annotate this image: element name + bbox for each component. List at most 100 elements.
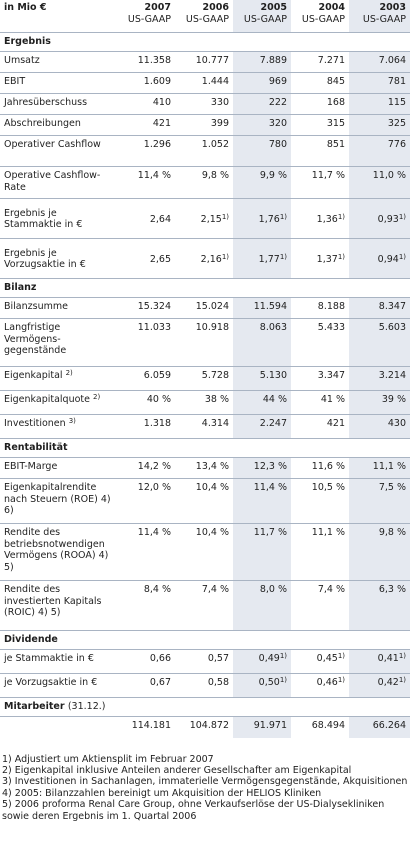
value: 5.728: [201, 370, 229, 381]
value-cell: 325: [349, 114, 410, 136]
value: 410: [152, 97, 171, 108]
footnote-ref: 1): [337, 253, 345, 262]
value: 11,7 %: [253, 527, 287, 538]
value-cell: 6,3 %: [349, 580, 410, 631]
value: 7.064: [378, 55, 406, 66]
value: 0,41: [377, 653, 399, 664]
value-cell: 7,5 %: [349, 478, 410, 524]
value-cell: 776: [349, 135, 410, 167]
footnote-ref: 1): [279, 652, 287, 660]
value-cell: 8.347: [349, 297, 410, 319]
value: 0,45: [316, 653, 338, 664]
value-cell: 0,57: [175, 649, 233, 674]
value-cell: 851: [291, 135, 349, 167]
table-row: EBIT 1.609 1.444 969 845 781: [0, 72, 410, 94]
section-header: Ergebnis: [0, 32, 410, 52]
value: 11.358: [137, 55, 171, 66]
value-cell: 430: [349, 414, 410, 439]
value: 12,0 %: [137, 482, 171, 493]
row-label: Abschreibungen: [4, 118, 81, 129]
table-row: je Vorzugsaktie in €0,67 0,58 0,501) 0,461)…: [0, 673, 410, 698]
value-cell: 11.033: [117, 318, 175, 367]
value: 0,93: [377, 214, 399, 226]
section-title: Dividende: [4, 634, 58, 646]
section-title: Rentabilität: [4, 442, 68, 454]
value: 5.130: [259, 370, 287, 381]
value: 4.314: [201, 418, 229, 429]
value-cell: 3.214: [349, 366, 410, 391]
table-row: Abschreibungen 421 399 320 315 325: [0, 114, 410, 136]
value-cell: 399: [175, 114, 233, 136]
value-cell: 11.358: [117, 51, 175, 73]
value: 11,6 %: [311, 461, 345, 472]
value-cell: 1,761): [233, 198, 291, 239]
footnote-ref: 1): [337, 652, 345, 660]
table-row: Investitionen 3) 1.318 4.314 2.247 421 430: [0, 414, 410, 439]
value: 6,3 %: [378, 584, 406, 595]
table-row: Jahresüberschuss 410 330 222 168 115: [0, 93, 410, 115]
value-cell: 4.314: [175, 414, 233, 439]
value: 781: [387, 76, 406, 87]
value-cell: 44 %: [233, 390, 291, 415]
value: 320: [268, 118, 287, 129]
footnote: 4) 2005: Bilanzzahlen bereinigt um Akqui…: [2, 787, 322, 799]
value-cell: 7.064: [349, 51, 410, 73]
footnote-ref: 1): [398, 652, 406, 660]
row-label: Ergebnis je Vorzugsaktie in €: [4, 247, 86, 271]
value: 2,65: [149, 254, 171, 266]
value: 1.052: [201, 139, 229, 150]
value: 10,4 %: [195, 527, 229, 538]
value: 44 %: [262, 394, 287, 405]
year-header: 2005 US-GAAP: [233, 0, 291, 33]
value: 10.777: [195, 55, 229, 66]
value-cell: 0,461): [291, 673, 349, 698]
table-row: Eigenkapitalrendite nach Steuern (ROE) 4…: [0, 478, 410, 524]
table-row: EBIT-Marge 14,2 % 13,4 % 12,3 % 11,6 % 11,1 %: [0, 457, 410, 479]
year-header: 2007 US-GAAP: [127, 2, 171, 25]
value-cell: 8,0 %: [233, 580, 291, 631]
value: 0,67: [149, 677, 171, 688]
footnote-ref: 1): [337, 676, 345, 684]
value-cell: 11,6 %: [291, 457, 349, 479]
value: 114.181: [131, 720, 171, 731]
value-cell: 38 %: [175, 390, 233, 415]
row-label: Ergebnis je Stammaktie in €: [4, 207, 83, 231]
value-cell: 12,0 %: [117, 478, 175, 524]
value: 430: [387, 418, 406, 429]
section-header: Mitarbeiter (31.12.): [0, 697, 410, 717]
value: 10.918: [195, 322, 229, 333]
value-cell: 7.271: [291, 51, 349, 73]
value: 421: [326, 418, 345, 429]
value-cell: 11,4 %: [233, 478, 291, 524]
value-cell: 13,4 %: [175, 457, 233, 479]
value-cell: 7.889: [233, 51, 291, 73]
footnote-ref: 1): [337, 213, 345, 222]
value-cell: 0,451): [291, 649, 349, 674]
value-cell: 91.971: [233, 716, 291, 738]
value-cell: 11.594: [233, 297, 291, 319]
value: 969: [268, 76, 287, 87]
value-cell: 11,4 %: [117, 166, 175, 199]
value-cell: 1,771): [233, 238, 291, 279]
value-cell: 845: [291, 72, 349, 94]
value-cell: 15.024: [175, 297, 233, 319]
value: 851: [326, 139, 345, 150]
value-cell: 66.264: [349, 716, 410, 738]
row-label: Langfristige Vermögens-gegenstände: [4, 322, 67, 356]
value-cell: 11,4 %: [117, 523, 175, 581]
row-label: Eigenkapital: [4, 370, 63, 381]
row-label: je Stammaktie in €: [4, 653, 94, 664]
value: 68.494: [311, 720, 345, 731]
value: 325: [387, 118, 406, 129]
value-cell: 11,0 %: [349, 166, 410, 199]
row-label: Umsatz: [4, 55, 40, 66]
value: 1,76: [258, 214, 280, 226]
value-cell: 1.296: [117, 135, 175, 167]
footnote-ref: 1): [279, 676, 287, 684]
footnote-ref: 1): [398, 253, 406, 262]
value: 11,7 %: [311, 170, 345, 181]
value-cell: 781: [349, 72, 410, 94]
value-cell: 8.063: [233, 318, 291, 367]
value: 9,9 %: [259, 170, 287, 181]
value-cell: 68.494: [291, 716, 349, 738]
